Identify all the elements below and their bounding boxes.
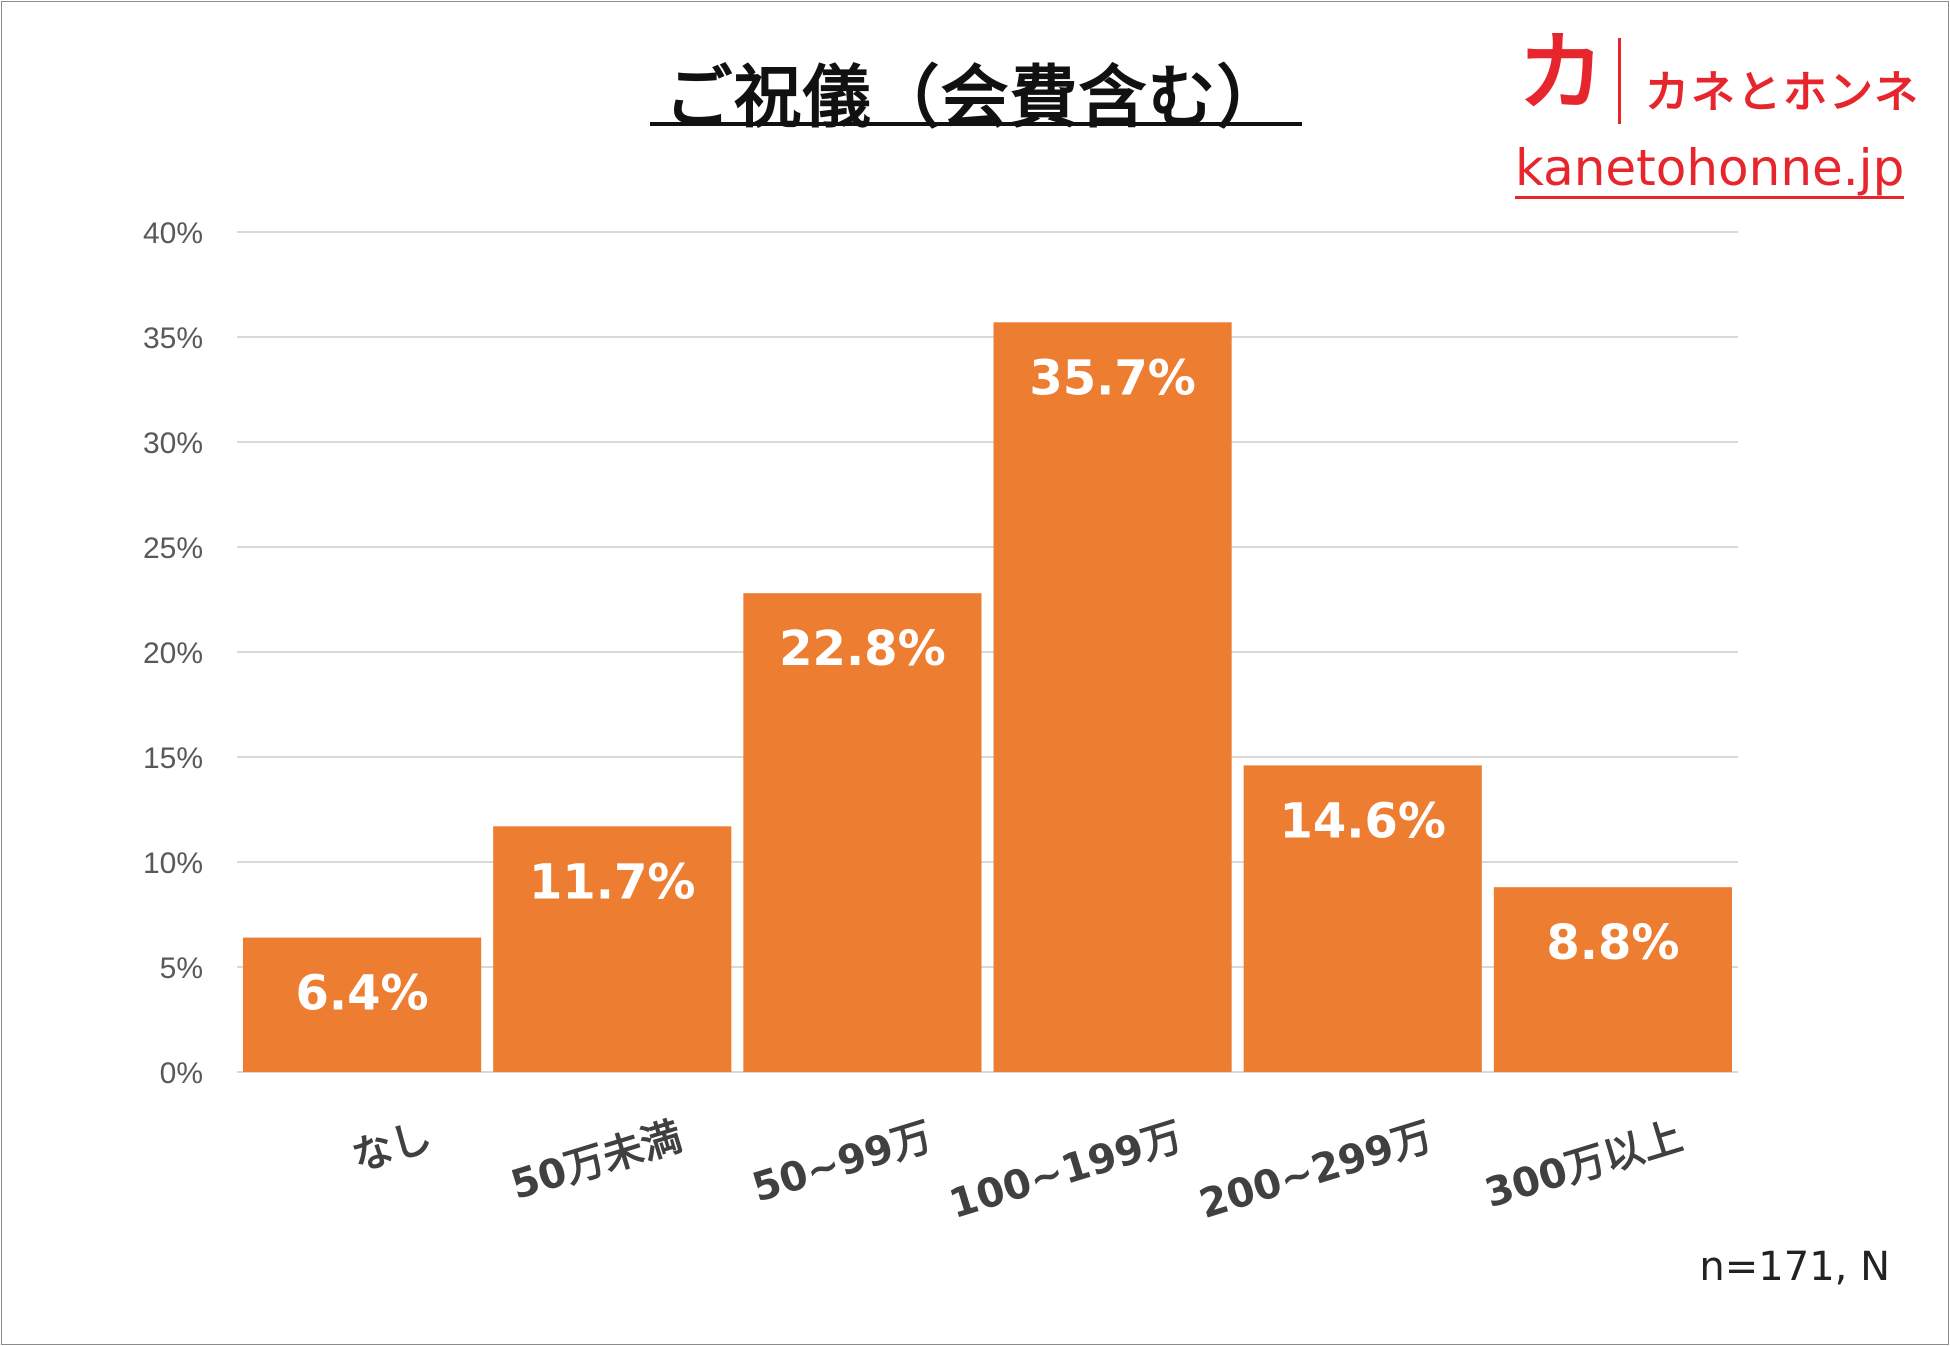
- bar: [1243, 765, 1482, 1072]
- bar: [743, 593, 982, 1072]
- x-tick-label: 100~199万: [944, 1114, 1187, 1228]
- y-tick-label: 0%: [160, 1057, 203, 1090]
- bar: [993, 322, 1232, 1072]
- bar: [243, 937, 482, 1072]
- y-tick-label: 40%: [143, 217, 203, 250]
- y-tick-label: 35%: [143, 322, 203, 355]
- x-tick-label: 200~299万: [1194, 1114, 1437, 1228]
- bar: [1493, 887, 1732, 1072]
- y-tick-label: 30%: [143, 427, 203, 460]
- y-tick-label: 25%: [143, 532, 203, 565]
- brand-logo-mark: カ: [1518, 23, 1604, 123]
- sample-size-note: n=171, N: [1699, 1244, 1890, 1290]
- y-tick-label: 10%: [143, 847, 203, 880]
- brand-name: カネとホンネ: [1645, 67, 1921, 118]
- data-label: 11.7%: [529, 854, 696, 910]
- bars: [243, 322, 1732, 1072]
- x-tick-label: 50万未満: [506, 1114, 687, 1209]
- x-tick-label: 50~99万: [747, 1114, 937, 1212]
- gridlines: [237, 231, 1738, 1073]
- title-underline: [650, 122, 1302, 126]
- data-label: 22.8%: [779, 621, 946, 677]
- data-labels: 6.4% 11.7% 22.8% 35.7% 14.6% 8.8%: [296, 350, 1680, 1021]
- brand-url[interactable]: kanetohonne.jp: [1515, 139, 1905, 199]
- data-label: 35.7%: [1029, 350, 1196, 406]
- y-tick-label: 5%: [160, 952, 203, 985]
- y-tick-label: 20%: [143, 637, 203, 670]
- y-tick-label: 15%: [143, 742, 203, 775]
- data-label: 14.6%: [1279, 793, 1446, 849]
- data-label: 6.4%: [296, 966, 429, 1022]
- bar: [493, 826, 732, 1072]
- brand-divider: [1618, 38, 1621, 124]
- y-axis-ticks: 0% 5% 10% 15% 20% 25% 30% 35% 40%: [143, 217, 203, 1090]
- data-label: 8.8%: [1546, 915, 1679, 971]
- x-tick-label: 300万以上: [1480, 1114, 1688, 1217]
- x-axis-ticks: なし 50万未満 50~99万 100~199万 200~299万 300万以上: [347, 1114, 1688, 1228]
- x-tick-label: なし: [347, 1114, 437, 1181]
